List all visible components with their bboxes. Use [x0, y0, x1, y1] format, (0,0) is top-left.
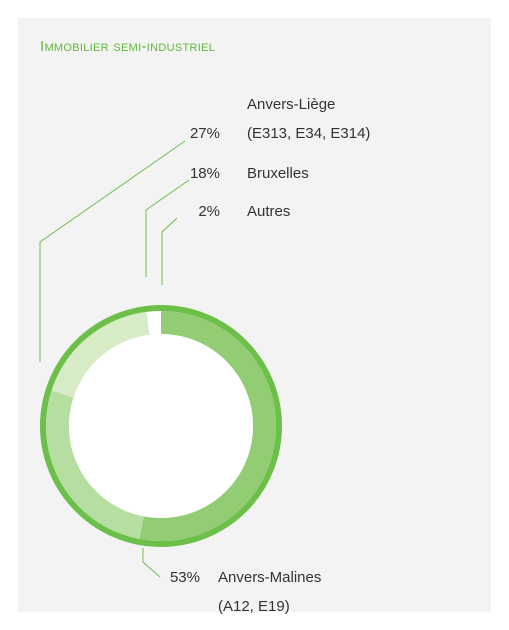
- donut-slice: [146, 310, 161, 335]
- leader-line: [145, 179, 190, 277]
- category-label: Autres: [247, 203, 291, 220]
- donut-slice: [139, 311, 277, 541]
- leader-line: [161, 217, 178, 285]
- category-label: Anvers-Malines (A12, E19): [218, 569, 322, 615]
- leader-line: [39, 140, 186, 362]
- category-label: Anvers-Liège (E313, E34, E314): [247, 96, 371, 142]
- donut-hole: [69, 334, 253, 518]
- value-label: 53%: [169, 569, 200, 586]
- value-label: 27%: [189, 125, 220, 142]
- category-label: Bruxelles: [247, 165, 309, 182]
- outer-ring: [40, 305, 282, 547]
- chart-title: Immobilier semi-industriel: [40, 38, 216, 55]
- donut-slice: [45, 390, 144, 539]
- value-label: 18%: [189, 165, 220, 182]
- value-label: 2%: [198, 203, 220, 220]
- leader-line: [142, 548, 161, 578]
- donut-slice: [51, 311, 150, 398]
